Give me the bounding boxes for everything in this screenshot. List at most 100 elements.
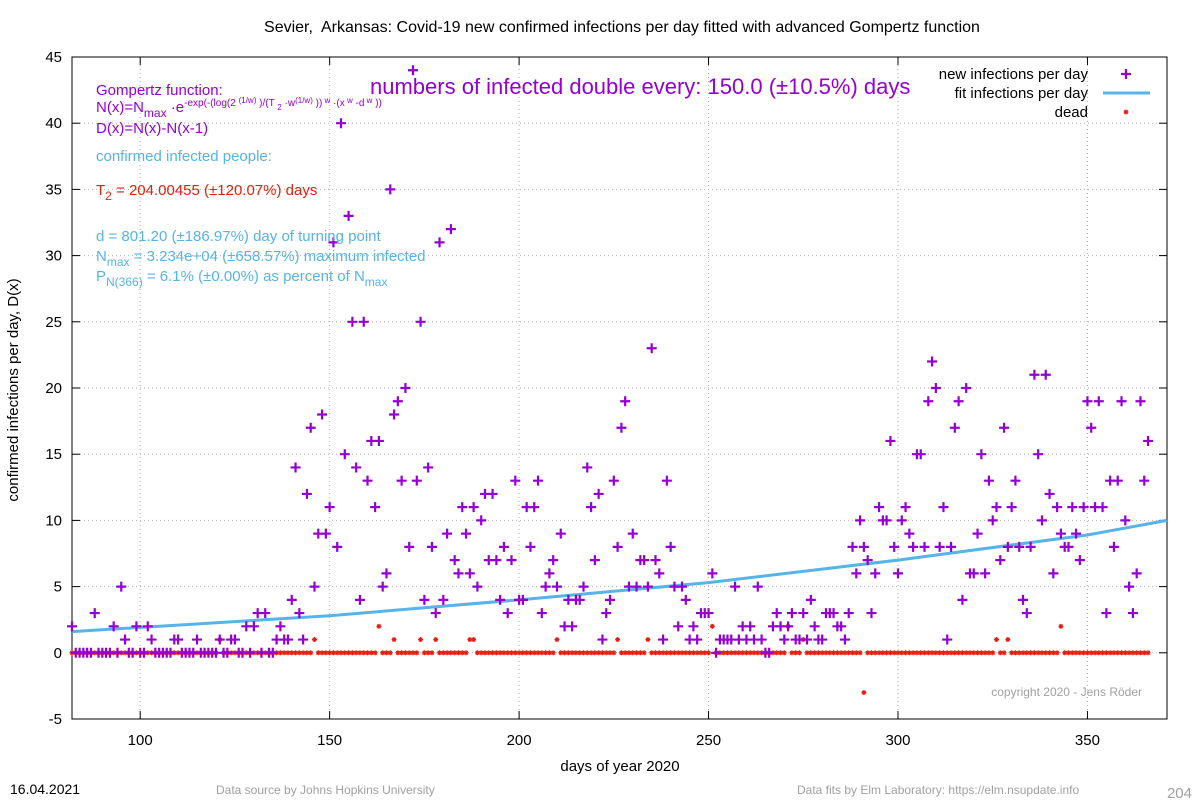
dead-point — [940, 650, 946, 656]
dead-point — [937, 650, 943, 656]
dead-point — [1081, 650, 1087, 656]
annotation-part: confirmed infected people: — [96, 148, 272, 165]
infection-point — [1021, 608, 1032, 619]
dead-point — [1031, 650, 1037, 656]
infection-point — [426, 541, 437, 552]
dead-point — [971, 650, 977, 656]
annotation-part: ·e — [167, 99, 185, 116]
infection-point — [192, 634, 203, 645]
dead-point — [607, 650, 613, 656]
dead-point — [562, 650, 568, 656]
infection-point — [809, 621, 820, 632]
dead-point — [948, 650, 954, 656]
dead-point — [565, 650, 571, 656]
infection-point — [976, 449, 987, 460]
annotation-part: = 204.00455 (±120.07%) days — [112, 182, 317, 199]
infection-point — [317, 409, 328, 420]
dead-point — [865, 650, 871, 656]
dead-point — [702, 650, 708, 656]
dead-point — [732, 650, 738, 656]
infection-point — [506, 555, 517, 566]
infection-point — [942, 634, 953, 645]
infection-point — [1048, 568, 1059, 579]
dead-point — [300, 650, 306, 656]
infection-point — [1044, 488, 1055, 499]
infection-point — [294, 608, 305, 619]
dead-point — [975, 650, 981, 656]
infection-point — [1078, 502, 1089, 513]
infection-point — [309, 581, 320, 592]
legend-label: dead — [1055, 104, 1088, 121]
dead-point — [323, 650, 329, 656]
dead-point — [524, 650, 530, 656]
dead-point — [683, 650, 689, 656]
dead-point — [990, 650, 996, 656]
infection-point — [839, 634, 850, 645]
infection-point — [904, 528, 915, 539]
dead-point — [778, 650, 784, 656]
infection-point — [1010, 475, 1021, 486]
infection-point — [229, 634, 240, 645]
infection-point — [525, 541, 536, 552]
infection-point — [502, 608, 513, 619]
infection-point — [548, 555, 559, 566]
infection-point — [680, 594, 691, 605]
dead-point — [944, 650, 950, 656]
dead-point — [1100, 650, 1106, 656]
dead-point — [740, 650, 746, 656]
infection-point — [411, 475, 422, 486]
y-tick-label: 10 — [45, 512, 62, 529]
infection-point — [347, 316, 358, 327]
dead-point — [736, 650, 742, 656]
dead-point — [721, 650, 727, 656]
infection-point — [1097, 502, 1108, 513]
dead-point — [1043, 650, 1049, 656]
dead-point — [668, 650, 674, 656]
dead-point — [315, 650, 321, 656]
dead-point — [876, 650, 882, 656]
infection-point — [802, 634, 813, 645]
dead-point — [687, 650, 693, 656]
dead-point — [543, 650, 549, 656]
annotation-part: (1/w) — [239, 96, 257, 105]
infection-point — [438, 594, 449, 605]
dead-point — [1024, 650, 1030, 656]
infection-point — [165, 647, 176, 658]
annotation-part: ·w — [282, 98, 296, 109]
dead-point — [918, 650, 924, 656]
x-tick-label: 350 — [1075, 732, 1100, 749]
dead-point — [899, 650, 905, 656]
dead-point — [834, 650, 840, 656]
infection-point — [404, 541, 415, 552]
infection-point — [764, 647, 775, 658]
dead-point — [338, 650, 344, 656]
infection-point — [1143, 435, 1154, 446]
infection-point — [1052, 502, 1063, 513]
dead-point — [349, 650, 355, 656]
dead-point — [997, 650, 1003, 656]
infection-point — [938, 502, 949, 513]
dead-point — [1122, 650, 1128, 656]
infection-point — [1071, 528, 1082, 539]
infection-point — [665, 541, 676, 552]
dead-point — [1107, 650, 1113, 656]
dead-point — [383, 650, 389, 656]
infection-point — [923, 396, 934, 407]
infection-point — [593, 488, 604, 499]
infection-point — [551, 581, 562, 592]
dead-point — [421, 650, 427, 656]
annotation-part: d = 801.20 (±186.97%) day of turning poi… — [96, 228, 382, 245]
dead-point — [796, 650, 802, 656]
dead-point — [963, 650, 969, 656]
infection-point — [1086, 422, 1097, 433]
infection-point — [1127, 608, 1138, 619]
dead-point — [509, 650, 515, 656]
dead-point — [478, 650, 484, 656]
dead-point — [1058, 623, 1064, 629]
infection-point — [900, 502, 911, 513]
infection-point — [620, 396, 631, 407]
annotation-part: 2 — [277, 103, 282, 112]
annotation-part: Gompertz function: — [96, 82, 223, 99]
infection-point — [332, 541, 343, 552]
dead-point — [330, 650, 336, 656]
